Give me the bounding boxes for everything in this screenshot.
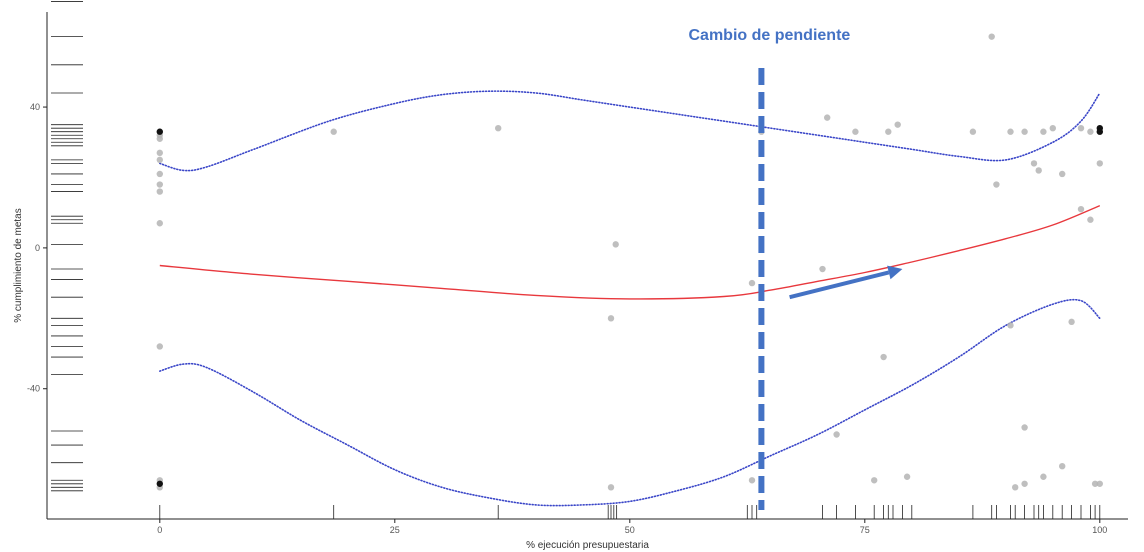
data-point <box>1059 170 1066 178</box>
data-point <box>1077 205 1085 213</box>
x-tick-label: 75 <box>860 525 870 535</box>
data-point <box>330 128 337 135</box>
fit-line <box>159 204 1101 300</box>
data-point <box>1040 128 1047 135</box>
data-point <box>1087 216 1094 223</box>
data-point-dark <box>1096 128 1104 135</box>
data-point <box>1030 160 1038 167</box>
data-point <box>1059 462 1066 470</box>
data-point <box>885 128 892 135</box>
data-point <box>1091 480 1099 487</box>
data-point <box>1087 128 1094 135</box>
x-tick-label: 0 <box>157 525 162 535</box>
y-tick-label: 40 <box>30 102 40 112</box>
annotation-label: Cambio de pendiente <box>689 27 851 44</box>
axes-layer: 0 25 50 75 100 40 0 -40 <box>27 12 1128 535</box>
x-tick-label: 25 <box>390 525 400 535</box>
points-layer <box>156 33 1104 491</box>
data-point-dark <box>156 128 163 135</box>
data-point <box>156 135 163 142</box>
data-point <box>1007 128 1014 135</box>
trend-arrow-shaft <box>789 270 890 300</box>
data-point <box>1007 322 1014 329</box>
rug-layer <box>51 1 1101 519</box>
data-point <box>819 265 826 273</box>
data-point <box>156 343 163 350</box>
data-point <box>903 473 911 480</box>
data-point <box>1021 480 1028 487</box>
x-axis-title: % ejecución presupuestaria <box>526 540 649 551</box>
data-point <box>1040 473 1047 480</box>
data-point <box>894 121 901 128</box>
x-tick-label: 100 <box>1092 525 1107 535</box>
annotation-layer <box>758 68 903 510</box>
data-point <box>969 128 977 135</box>
data-point <box>156 181 163 188</box>
data-point <box>1035 167 1042 174</box>
data-point <box>612 241 619 248</box>
trend-arrow-head <box>887 265 903 280</box>
data-point <box>871 477 878 484</box>
data-point <box>156 220 163 227</box>
data-point <box>1068 318 1075 326</box>
data-point <box>156 156 163 164</box>
y-tick-label: 0 <box>35 243 40 253</box>
x-tick-label: 50 <box>625 525 635 535</box>
y-tick-label: -40 <box>27 384 40 394</box>
y-axis-title: % cumplimiento de metas <box>13 208 24 323</box>
data-point <box>1096 160 1104 167</box>
lower-confidence-band <box>159 298 1101 507</box>
data-point <box>1096 480 1104 487</box>
data-point <box>880 353 887 361</box>
data-point <box>988 33 995 40</box>
data-point <box>1077 124 1085 132</box>
data-point <box>156 188 163 195</box>
data-point <box>748 477 756 484</box>
data-point <box>1021 424 1028 431</box>
data-point <box>156 170 163 178</box>
data-point-dark <box>156 480 163 487</box>
data-point <box>1049 124 1057 132</box>
data-point <box>1021 128 1028 135</box>
data-point <box>993 181 1000 188</box>
data-point <box>852 128 859 135</box>
data-point <box>495 124 502 132</box>
data-point <box>748 279 756 287</box>
data-point <box>607 315 615 322</box>
data-point <box>1012 484 1019 491</box>
data-point <box>833 431 840 438</box>
data-point <box>156 149 163 157</box>
confidence-band-layer <box>159 90 1101 507</box>
upper-confidence-band <box>159 90 1101 172</box>
fit-line-layer <box>159 204 1101 300</box>
data-point <box>607 484 615 491</box>
data-point <box>824 114 831 121</box>
